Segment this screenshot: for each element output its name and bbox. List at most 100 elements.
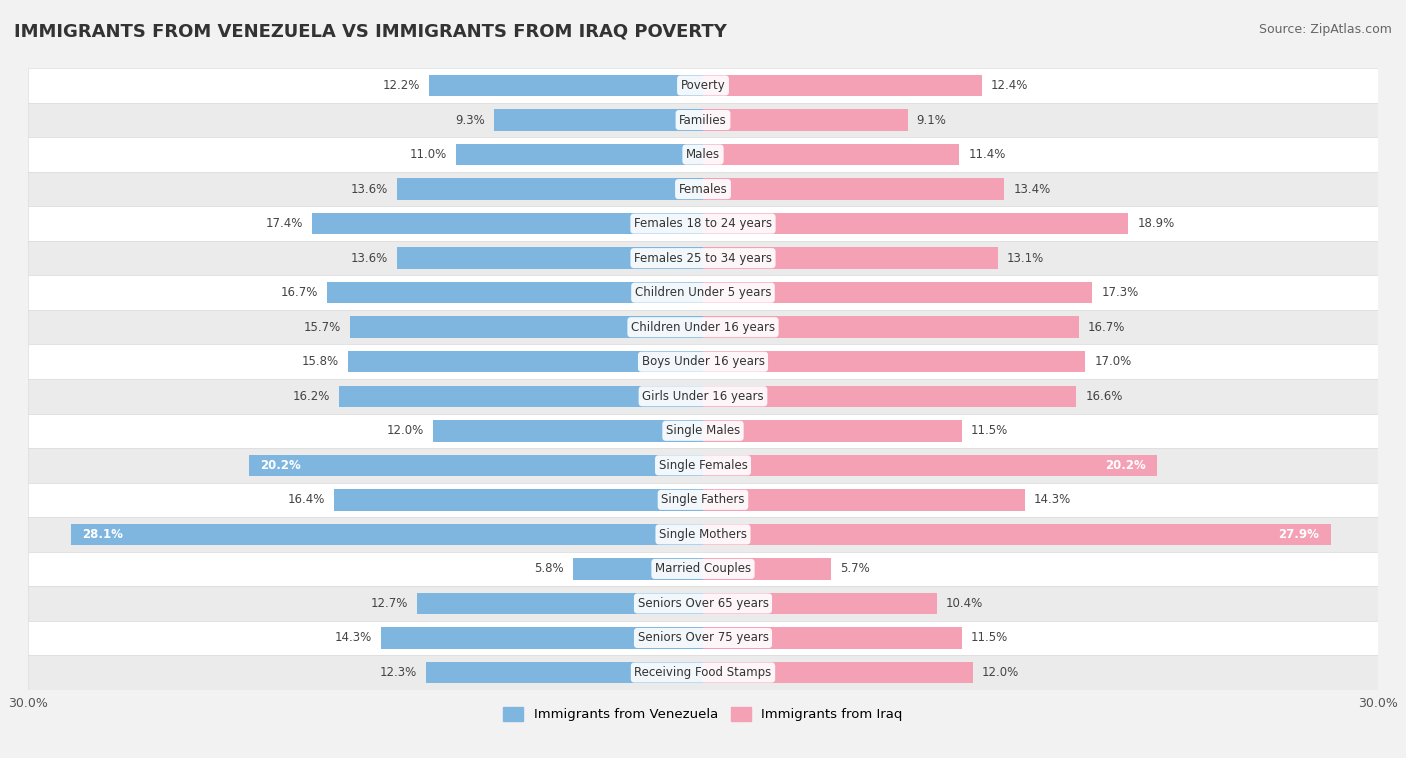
Text: 5.8%: 5.8% <box>534 562 564 575</box>
Bar <box>494 109 703 130</box>
Text: 16.7%: 16.7% <box>1088 321 1125 334</box>
Text: Females 18 to 24 years: Females 18 to 24 years <box>634 217 772 230</box>
Text: 11.4%: 11.4% <box>969 148 1005 161</box>
Bar <box>350 317 703 338</box>
Text: 12.7%: 12.7% <box>371 597 408 610</box>
Text: 10.4%: 10.4% <box>946 597 983 610</box>
Bar <box>28 517 1378 552</box>
Bar <box>347 351 703 372</box>
Text: 14.3%: 14.3% <box>335 631 373 644</box>
Text: 13.1%: 13.1% <box>1007 252 1043 265</box>
Text: 5.7%: 5.7% <box>841 562 870 575</box>
Bar <box>28 241 1378 275</box>
Bar <box>28 552 1378 586</box>
Text: 28.1%: 28.1% <box>82 528 122 541</box>
Text: 11.5%: 11.5% <box>970 631 1008 644</box>
Text: 16.2%: 16.2% <box>292 390 329 402</box>
Bar <box>396 178 703 200</box>
Bar <box>28 206 1378 241</box>
Text: Married Couples: Married Couples <box>655 562 751 575</box>
Bar <box>703 628 962 649</box>
Bar <box>703 317 1078 338</box>
Bar <box>28 103 1378 137</box>
Text: Children Under 5 years: Children Under 5 years <box>634 287 772 299</box>
Text: Girls Under 16 years: Girls Under 16 years <box>643 390 763 402</box>
Bar <box>703 489 1025 511</box>
Text: Single Males: Single Males <box>666 424 740 437</box>
Text: Poverty: Poverty <box>681 79 725 92</box>
Text: 20.2%: 20.2% <box>1105 459 1146 471</box>
Text: Single Females: Single Females <box>658 459 748 471</box>
Bar <box>28 621 1378 655</box>
Bar <box>703 247 998 269</box>
Bar <box>429 75 703 96</box>
Bar <box>328 282 703 303</box>
Bar <box>426 662 703 683</box>
Bar <box>28 414 1378 448</box>
Bar <box>703 558 831 580</box>
Bar <box>703 662 973 683</box>
Text: 12.0%: 12.0% <box>387 424 425 437</box>
Text: 14.3%: 14.3% <box>1033 493 1071 506</box>
Bar <box>703 178 1004 200</box>
Bar <box>703 109 908 130</box>
Text: Seniors Over 65 years: Seniors Over 65 years <box>637 597 769 610</box>
Text: Males: Males <box>686 148 720 161</box>
Bar <box>28 379 1378 414</box>
Text: 9.3%: 9.3% <box>456 114 485 127</box>
Bar <box>335 489 703 511</box>
Text: Single Mothers: Single Mothers <box>659 528 747 541</box>
Text: 20.2%: 20.2% <box>260 459 301 471</box>
Bar <box>703 524 1330 545</box>
Text: 11.0%: 11.0% <box>409 148 447 161</box>
Bar <box>572 558 703 580</box>
Bar <box>703 144 959 165</box>
Bar <box>70 524 703 545</box>
Text: Children Under 16 years: Children Under 16 years <box>631 321 775 334</box>
Text: Females 25 to 34 years: Females 25 to 34 years <box>634 252 772 265</box>
Text: 13.6%: 13.6% <box>352 252 388 265</box>
Bar <box>396 247 703 269</box>
Bar <box>28 483 1378 517</box>
Text: 12.3%: 12.3% <box>380 666 418 679</box>
Text: 16.7%: 16.7% <box>281 287 318 299</box>
Bar <box>703 213 1128 234</box>
Bar <box>249 455 703 476</box>
Text: 15.7%: 15.7% <box>304 321 340 334</box>
Text: 15.8%: 15.8% <box>301 356 339 368</box>
Bar <box>703 351 1085 372</box>
Text: 16.6%: 16.6% <box>1085 390 1123 402</box>
Text: Families: Families <box>679 114 727 127</box>
Text: 18.9%: 18.9% <box>1137 217 1174 230</box>
Text: Seniors Over 75 years: Seniors Over 75 years <box>637 631 769 644</box>
Bar <box>28 68 1378 103</box>
Bar <box>703 386 1077 407</box>
Bar <box>703 593 936 614</box>
Bar <box>28 172 1378 206</box>
Text: 12.4%: 12.4% <box>991 79 1028 92</box>
Bar <box>28 586 1378 621</box>
Text: 17.3%: 17.3% <box>1101 287 1139 299</box>
Text: Females: Females <box>679 183 727 196</box>
Text: 9.1%: 9.1% <box>917 114 946 127</box>
Text: Receiving Food Stamps: Receiving Food Stamps <box>634 666 772 679</box>
Bar <box>703 75 981 96</box>
Text: 17.4%: 17.4% <box>266 217 302 230</box>
Bar <box>312 213 703 234</box>
Text: 13.4%: 13.4% <box>1014 183 1050 196</box>
Bar <box>28 344 1378 379</box>
Bar <box>703 282 1092 303</box>
Bar <box>28 655 1378 690</box>
Bar <box>418 593 703 614</box>
Text: 27.9%: 27.9% <box>1278 528 1319 541</box>
Bar <box>339 386 703 407</box>
Text: IMMIGRANTS FROM VENEZUELA VS IMMIGRANTS FROM IRAQ POVERTY: IMMIGRANTS FROM VENEZUELA VS IMMIGRANTS … <box>14 23 727 41</box>
Bar <box>703 455 1157 476</box>
Text: 12.0%: 12.0% <box>981 666 1019 679</box>
Text: Single Fathers: Single Fathers <box>661 493 745 506</box>
Text: 16.4%: 16.4% <box>288 493 325 506</box>
Text: 13.6%: 13.6% <box>352 183 388 196</box>
Text: 12.2%: 12.2% <box>382 79 419 92</box>
Bar <box>28 448 1378 483</box>
Bar <box>433 420 703 441</box>
